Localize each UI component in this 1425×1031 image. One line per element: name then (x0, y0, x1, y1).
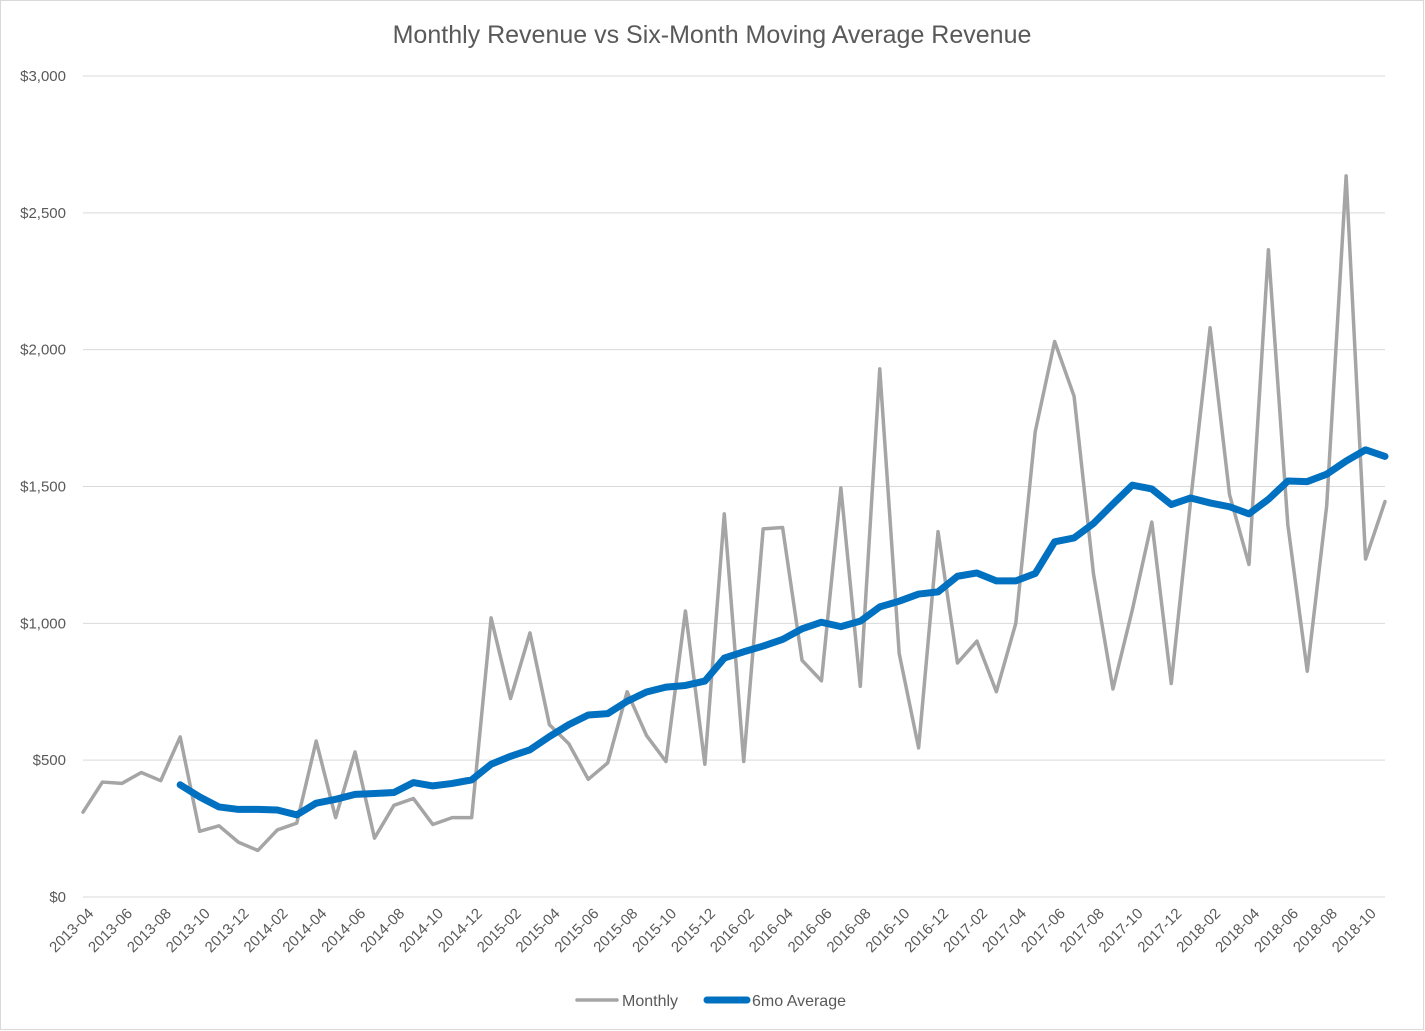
y-tick-label: $1,000 (20, 615, 66, 632)
chart-title: Monthly Revenue vs Six-Month Moving Aver… (393, 21, 1032, 49)
y-axis-tick-labels: $0 $500 $1,000 $1,500 $2,000 $2,500 $3,000 (20, 68, 66, 906)
legend: Monthly 6mo Average (575, 993, 846, 1010)
gridlines (83, 75, 1385, 898)
y-tick-label: $0 (49, 889, 66, 906)
y-tick-label: $2,500 (20, 205, 66, 222)
series-line-monthly (81, 174, 1387, 853)
legend-label: 6mo Average (752, 993, 846, 1010)
x-axis-tick-labels: 2013-042013-062013-082013-102013-122014-… (46, 905, 1380, 956)
y-tick-label: $1,500 (20, 479, 66, 496)
y-tick-label: $2,000 (20, 342, 66, 359)
series-line-6mo-average (176, 446, 1389, 819)
series-lines (81, 174, 1389, 853)
legend-label: Monthly (622, 993, 678, 1010)
y-tick-label: $3,000 (20, 68, 66, 85)
y-tick-label: $500 (33, 752, 66, 769)
